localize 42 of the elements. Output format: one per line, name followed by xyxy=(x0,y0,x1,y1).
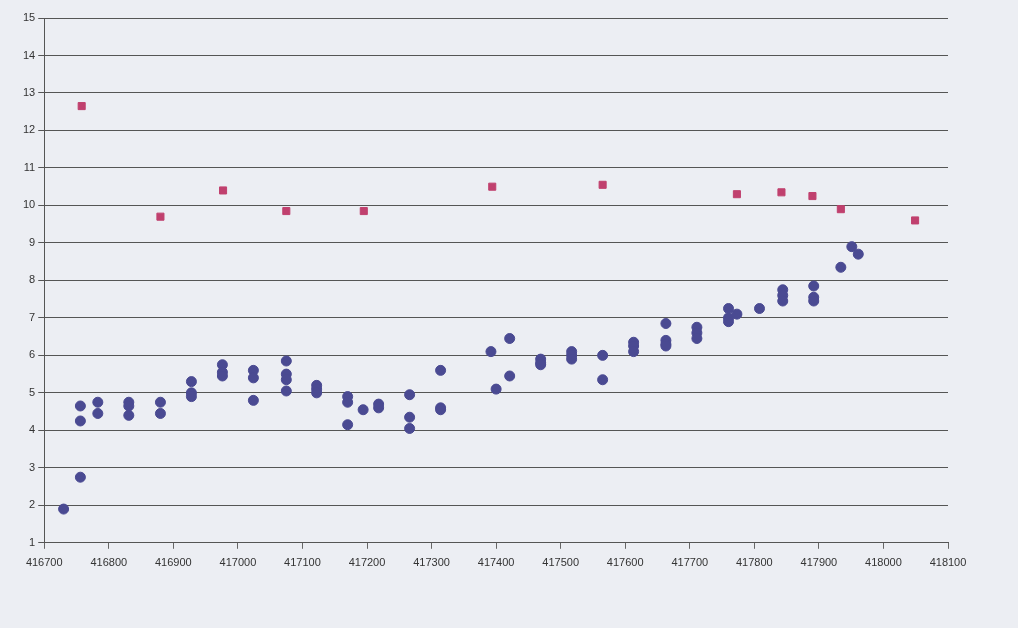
y-tick-label: 3 xyxy=(29,460,36,473)
x-tick-label: 418000 xyxy=(865,556,902,569)
y-tick-label: 5 xyxy=(29,385,36,398)
x-tick-label: 417600 xyxy=(606,556,644,569)
point xyxy=(488,182,497,191)
x-tick-label: 416700 xyxy=(25,556,63,569)
point xyxy=(777,188,786,197)
x-tick-label: 417800 xyxy=(735,556,773,569)
y-tick-label: 14 xyxy=(22,48,36,61)
point xyxy=(282,207,291,216)
x-tick-label: 416900 xyxy=(154,556,192,569)
point xyxy=(836,205,845,214)
y-tick-label: 6 xyxy=(29,348,36,361)
y-tick-label: 12 xyxy=(22,123,36,136)
x-tick-label: 417500 xyxy=(542,556,580,569)
y-tick-label: 1 xyxy=(29,535,36,548)
x-tick-label: 417300 xyxy=(413,556,450,569)
y-tick-label: 11 xyxy=(23,160,36,173)
point xyxy=(156,212,165,221)
y-tick-label: 13 xyxy=(22,86,36,98)
y-tick-label: 8 xyxy=(29,273,36,286)
point xyxy=(732,190,741,199)
point xyxy=(219,186,228,195)
x-tick-label: 417200 xyxy=(348,556,386,569)
x-tick-label: 417000 xyxy=(219,556,257,569)
y-tick-label: 2 xyxy=(29,498,36,511)
y-tick-label: 10 xyxy=(22,198,36,211)
point xyxy=(359,207,368,216)
y-tick-label: 4 xyxy=(29,423,36,436)
point xyxy=(911,216,920,225)
point xyxy=(808,192,817,201)
x-tick-label: 417900 xyxy=(800,556,838,569)
point xyxy=(598,180,607,189)
point xyxy=(77,102,86,111)
x-tick-label: 416800 xyxy=(90,556,128,569)
x-tick-label: 418100 xyxy=(929,556,967,569)
y-tick-label: 7 xyxy=(29,310,36,323)
x-tick-label: 417400 xyxy=(477,556,515,569)
y-tick-label: 15 xyxy=(22,11,36,24)
x-tick-label: 417700 xyxy=(671,556,709,569)
x-tick-label: 417100 xyxy=(284,556,321,569)
y-tick-label: 9 xyxy=(29,235,36,248)
